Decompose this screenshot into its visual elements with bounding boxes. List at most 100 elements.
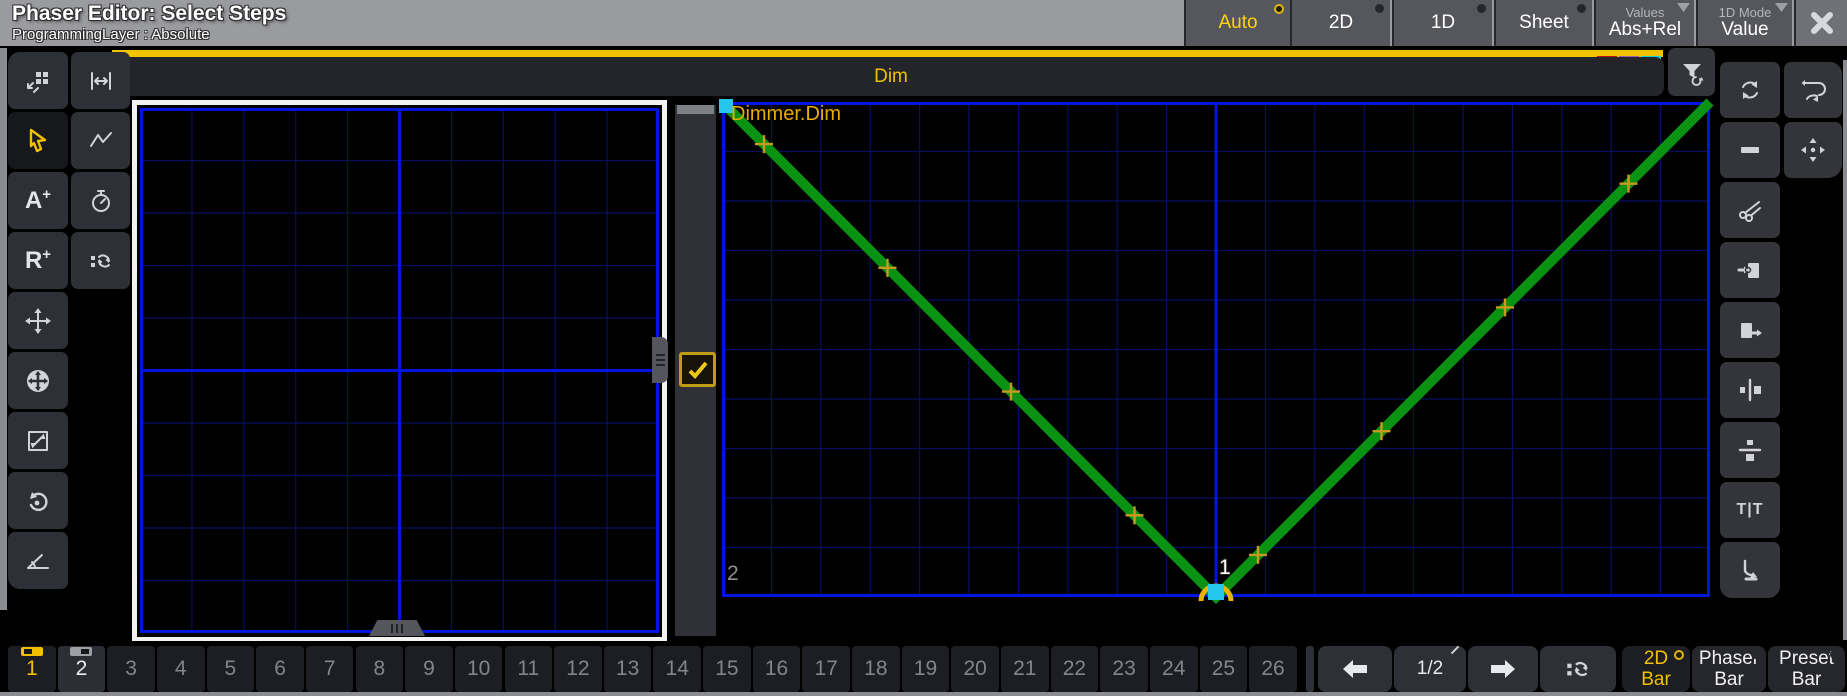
tab-2d[interactable]: 2D	[1290, 0, 1390, 46]
panel-resize-handle-right[interactable]	[652, 337, 668, 383]
filter-button[interactable]	[1668, 48, 1715, 96]
add-relative-button[interactable]: R+	[8, 232, 68, 289]
radio-indicator-icon	[1274, 4, 1284, 14]
move-button[interactable]	[8, 292, 68, 349]
loop-steps-bottom-button[interactable]	[1540, 646, 1616, 692]
rotate-button[interactable]	[8, 472, 68, 529]
step-button-18[interactable]: 18	[852, 646, 900, 692]
step-button-8[interactable]: 8	[355, 646, 404, 692]
step-button-26[interactable]: 26	[1249, 646, 1297, 692]
tab-auto[interactable]: Auto	[1184, 0, 1290, 46]
mode-dropdown[interactable]: 1D Mode Value	[1696, 0, 1792, 46]
step-button-2[interactable]: 2	[57, 646, 106, 692]
arrow-left-icon	[1343, 660, 1367, 678]
page-indicator[interactable]: 1/2	[1394, 645, 1466, 692]
split-steps-button[interactable]: T|T	[1720, 482, 1780, 538]
select-cursor-button[interactable]	[8, 112, 68, 169]
paste-insert-button[interactable]	[1720, 242, 1780, 298]
add-relative-plus: +	[42, 246, 52, 263]
angle-button[interactable]	[8, 532, 68, 589]
tab-sheet[interactable]: Sheet	[1494, 0, 1592, 46]
add-absolute-button[interactable]: A+	[8, 172, 68, 229]
step-button-1[interactable]: 1	[8, 646, 56, 692]
step-content-badge	[70, 647, 93, 656]
step-button-22[interactable]: 22	[1050, 646, 1099, 692]
flip-rotate-button[interactable]	[1784, 62, 1842, 118]
close-button[interactable]	[1794, 0, 1847, 46]
window-edge-bottom[interactable]	[0, 692, 1847, 696]
step-label: 1	[25, 657, 38, 680]
phaser-curve-svg[interactable]	[718, 98, 1714, 605]
step-button-3[interactable]: 3	[107, 646, 155, 692]
layer-strip-handle[interactable]	[677, 105, 714, 114]
step-button-6[interactable]: 6	[256, 646, 304, 692]
refresh-button[interactable]	[1720, 62, 1780, 118]
panel-resize-handle-bottom[interactable]	[369, 620, 425, 636]
values-dropdown[interactable]: Values Abs+Rel	[1594, 0, 1694, 46]
preset-bar-toggle[interactable]: Preset Bar	[1768, 646, 1845, 692]
2d-bar-toggle[interactable]: 2D Bar	[1622, 646, 1690, 692]
step-button-17[interactable]: 17	[802, 646, 850, 692]
chevron-down-icon	[1775, 3, 1788, 12]
step-button-12[interactable]: 12	[554, 646, 602, 692]
radio-indicator-icon	[1375, 4, 1384, 13]
page-next-button[interactable]	[1468, 646, 1538, 692]
mirror-horizontal-button[interactable]	[1720, 362, 1780, 418]
move-all-icon	[1801, 138, 1825, 162]
phaser-curve-panel[interactable]	[718, 98, 1714, 605]
step-button-23[interactable]: 23	[1100, 646, 1148, 692]
2d-bar-line1: 2D	[1643, 648, 1669, 669]
step-button-21[interactable]: 21	[1001, 646, 1049, 692]
step-button-5[interactable]: 5	[206, 646, 255, 692]
timing-button[interactable]	[71, 172, 130, 229]
paste-extract-button[interactable]	[1720, 302, 1780, 358]
step-label: 8	[373, 657, 386, 680]
step-button-11[interactable]: 11	[504, 646, 553, 692]
fixture-phase-marker	[1495, 298, 1514, 317]
step-button-7[interactable]: 7	[305, 646, 354, 692]
pan-button[interactable]	[8, 352, 68, 409]
loop-steps-button[interactable]	[71, 232, 130, 289]
grid-arrange-button[interactable]	[8, 52, 68, 109]
step-button-24[interactable]: 24	[1149, 646, 1198, 692]
step-button-25[interactable]: 25	[1199, 646, 1248, 692]
step-button-16[interactable]: 16	[752, 646, 801, 692]
close-icon	[1810, 12, 1833, 34]
page-previous-button[interactable]	[1318, 646, 1392, 692]
step-button-10[interactable]: 10	[454, 646, 503, 692]
curve-zigzag-button[interactable]	[71, 112, 130, 169]
step-button-20[interactable]: 20	[951, 646, 999, 692]
tab-1d[interactable]: 1D	[1392, 0, 1492, 46]
tab-2d-label: 2D	[1328, 12, 1354, 33]
2d-view-grid[interactable]	[140, 108, 659, 633]
spacing-button[interactable]	[71, 52, 130, 109]
window-edge-left[interactable]	[0, 48, 7, 610]
step-content-badge	[20, 647, 43, 656]
step-button-9[interactable]: 9	[405, 646, 453, 692]
move-all-button[interactable]	[1784, 122, 1842, 178]
attribute-bar-dim[interactable]: Dim	[118, 57, 1664, 96]
curve-vertex-handle[interactable]	[1208, 584, 1224, 600]
scale-button[interactable]	[8, 412, 68, 469]
values-dropdown-label: Values	[1625, 4, 1665, 20]
phaser-bar-toggle[interactable]: Phaser Bar	[1692, 646, 1766, 692]
fixture-phase-marker	[1619, 174, 1638, 193]
grid-arrange-icon	[27, 71, 48, 93]
fixture-phase-marker	[754, 135, 773, 154]
window-edge-right[interactable]	[1843, 60, 1847, 640]
cut-button[interactable]	[1720, 182, 1780, 238]
mirror-vertical-button[interactable]	[1720, 422, 1780, 478]
rotate-corner-button[interactable]	[1720, 542, 1780, 598]
step-button-19[interactable]: 19	[901, 646, 950, 692]
step-button-15[interactable]: 15	[703, 646, 751, 692]
step-button-14[interactable]: 14	[653, 646, 702, 692]
select-cursor-icon	[29, 128, 47, 152]
steps-row: 1 2 3 4 5 6 7 8 9 10 11 12 13 14 15 16 17 18 19 20 21 22 23 24 2…	[8, 646, 1300, 692]
tab-1d-label: 1D	[1430, 12, 1456, 33]
remove-button[interactable]	[1720, 122, 1780, 178]
layer-visible-checkbox[interactable]	[679, 352, 716, 387]
step-button-4[interactable]: 4	[156, 646, 205, 692]
pan-circle-icon	[27, 369, 49, 392]
step-button-13[interactable]: 13	[603, 646, 652, 692]
curve-start-handle[interactable]	[719, 99, 733, 113]
